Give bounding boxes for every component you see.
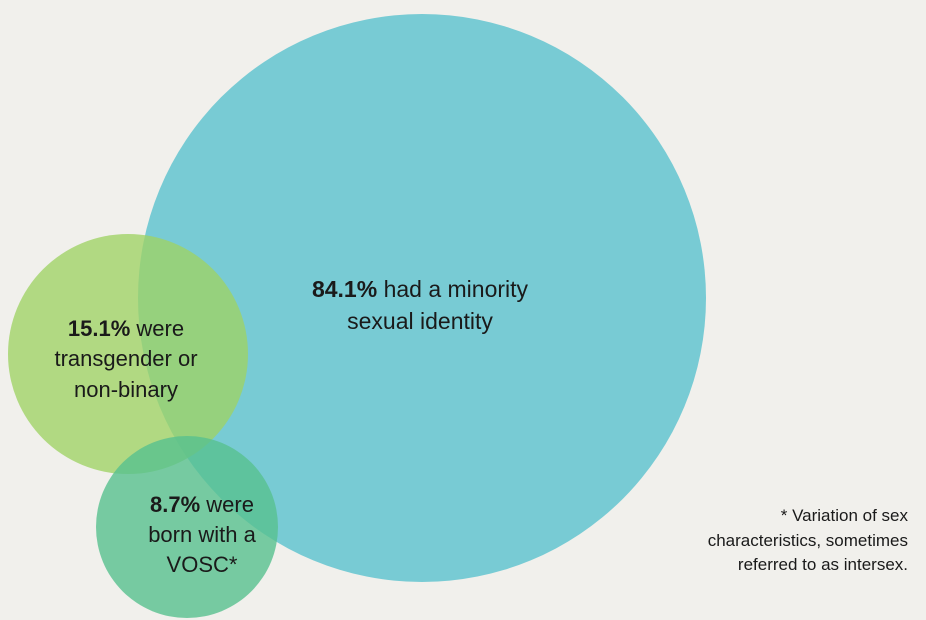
percent-value: 15.1% bbox=[67, 316, 131, 341]
circle-vosc bbox=[96, 436, 278, 618]
footnote-line: * Variation of sex bbox=[780, 506, 908, 525]
label-text: had a minority bbox=[383, 276, 529, 302]
percent-value: 84.1% bbox=[311, 276, 378, 302]
label-line: 84.1% had a minority bbox=[275, 274, 565, 306]
label-line: born with a bbox=[148, 521, 256, 547]
label-line: non-binary bbox=[74, 376, 178, 402]
label-text: were bbox=[206, 492, 254, 517]
label-line: 15.1% were bbox=[26, 314, 226, 344]
label-minority-sexual-identity: 84.1% had a minority sexual identity bbox=[275, 274, 565, 337]
label-line: 8.7% were bbox=[104, 490, 300, 520]
footnote-line: referred to as intersex. bbox=[737, 555, 908, 575]
circle-minority-sexual-identity bbox=[138, 14, 706, 582]
label-line: transgender or bbox=[54, 346, 198, 372]
label-line: sexual identity bbox=[347, 307, 493, 334]
label-line: VOSC* bbox=[166, 551, 238, 577]
label-transgender-nonbinary: 15.1% were transgender or non-binary bbox=[26, 314, 226, 405]
footnote: * Variation of sex characteristics, some… bbox=[640, 504, 908, 578]
label-text: were bbox=[136, 316, 185, 341]
label-vosc: 8.7% were born with a VOSC* bbox=[104, 490, 300, 580]
footnote-line: characteristics, sometimes bbox=[707, 530, 908, 550]
circle-transgender-nonbinary bbox=[8, 234, 248, 474]
percent-value: 8.7% bbox=[150, 492, 201, 517]
